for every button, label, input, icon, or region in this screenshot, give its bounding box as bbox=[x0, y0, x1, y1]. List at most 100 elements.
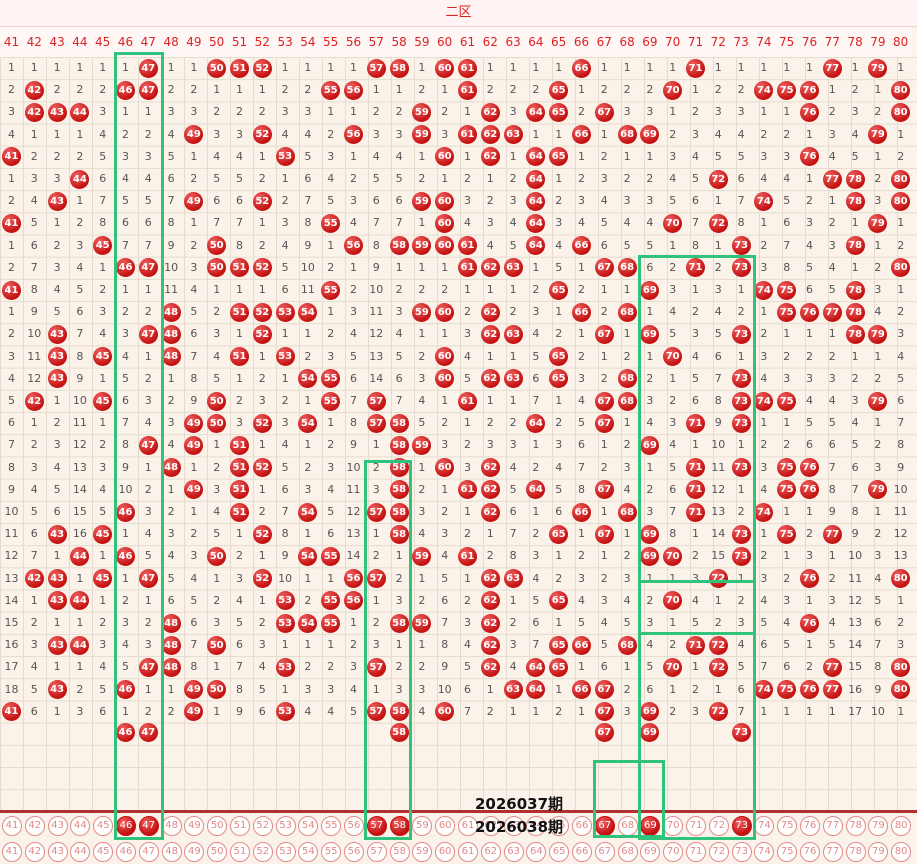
hit-ball: 60 bbox=[435, 458, 455, 478]
number-selector-79[interactable]: 79 bbox=[868, 842, 889, 862]
number-selector-53[interactable]: 53 bbox=[275, 816, 296, 836]
number-selector-52[interactable]: 52 bbox=[252, 842, 273, 862]
miss-count: 6 bbox=[806, 283, 813, 296]
number-selector-65[interactable]: 65 bbox=[549, 842, 570, 862]
number-selector-60[interactable]: 60 bbox=[435, 842, 456, 862]
miss-count: 5 bbox=[851, 149, 859, 163]
miss-count: 7 bbox=[395, 394, 403, 407]
miss-count: 1 bbox=[737, 438, 745, 452]
miss-count: 2 bbox=[350, 638, 357, 652]
number-selector-41[interactable]: 41 bbox=[2, 816, 22, 836]
number-selector-68[interactable]: 68 bbox=[617, 842, 638, 862]
number-selector-45[interactable]: 45 bbox=[93, 816, 114, 836]
number-selector-47[interactable]: 47 bbox=[138, 816, 159, 836]
number-selector-79[interactable]: 79 bbox=[868, 816, 889, 836]
hit-ball: 63 bbox=[503, 258, 523, 278]
number-selector-57[interactable]: 57 bbox=[366, 816, 387, 836]
number-selector-72[interactable]: 72 bbox=[708, 842, 729, 862]
number-selector-45[interactable]: 45 bbox=[93, 842, 114, 862]
number-selector-77[interactable]: 77 bbox=[822, 816, 843, 836]
miss-count: 2 bbox=[760, 549, 768, 563]
number-selector-64[interactable]: 64 bbox=[526, 816, 547, 836]
miss-count: 1 bbox=[828, 327, 836, 341]
number-selector-75[interactable]: 75 bbox=[777, 842, 798, 862]
number-selector-76[interactable]: 76 bbox=[800, 816, 820, 836]
number-selector-66[interactable]: 66 bbox=[572, 842, 592, 862]
number-selector-66[interactable]: 66 bbox=[572, 816, 592, 836]
number-selector-48[interactable]: 48 bbox=[161, 816, 182, 836]
number-selector-46[interactable]: 46 bbox=[116, 816, 136, 836]
number-selector-62[interactable]: 62 bbox=[480, 842, 501, 862]
number-selector-59[interactable]: 59 bbox=[412, 816, 433, 836]
number-selector-78[interactable]: 78 bbox=[845, 842, 866, 862]
number-selector-75[interactable]: 75 bbox=[777, 816, 798, 836]
number-selector-54[interactable]: 54 bbox=[298, 816, 319, 836]
number-selector-55[interactable]: 55 bbox=[321, 842, 342, 862]
number-selector-60[interactable]: 60 bbox=[435, 816, 456, 836]
hit-ball: 64 bbox=[526, 236, 546, 256]
miss-count: 2 bbox=[874, 260, 882, 274]
miss-count: 3 bbox=[441, 527, 449, 541]
number-selector-49[interactable]: 49 bbox=[184, 842, 205, 862]
number-selector-54[interactable]: 54 bbox=[298, 842, 319, 862]
number-selector-50[interactable]: 50 bbox=[207, 816, 228, 836]
number-selector-43[interactable]: 43 bbox=[47, 842, 68, 862]
number-selector-58[interactable]: 58 bbox=[389, 816, 410, 836]
number-selector-48[interactable]: 48 bbox=[161, 842, 182, 862]
hit-ball: 56 bbox=[344, 569, 363, 589]
number-selector-78[interactable]: 78 bbox=[845, 816, 866, 836]
number-selector-77[interactable]: 77 bbox=[822, 842, 843, 862]
number-selector-71[interactable]: 71 bbox=[686, 816, 706, 836]
number-selector-53[interactable]: 53 bbox=[275, 842, 296, 862]
miss-count: 7 bbox=[737, 704, 745, 718]
miss-count: 10 bbox=[711, 438, 726, 452]
number-selector-65[interactable]: 65 bbox=[549, 816, 570, 836]
number-selector-50[interactable]: 50 bbox=[207, 842, 228, 862]
miss-count: 8 bbox=[8, 460, 15, 474]
number-selector-43[interactable]: 43 bbox=[47, 816, 68, 836]
number-selector-61[interactable]: 61 bbox=[458, 842, 478, 862]
number-selector-80[interactable]: 80 bbox=[891, 816, 912, 836]
number-selector-63[interactable]: 63 bbox=[503, 842, 524, 862]
number-selector-44[interactable]: 44 bbox=[70, 842, 91, 862]
hit-ball: 78 bbox=[845, 169, 865, 189]
miss-count: 1 bbox=[281, 682, 289, 696]
number-selector-42[interactable]: 42 bbox=[24, 842, 45, 862]
number-selector-42[interactable]: 42 bbox=[24, 816, 45, 836]
number-selector-67[interactable]: 67 bbox=[594, 842, 615, 862]
number-selector-49[interactable]: 49 bbox=[184, 816, 205, 836]
number-selector-80[interactable]: 80 bbox=[891, 842, 912, 862]
number-selector-46[interactable]: 46 bbox=[116, 842, 136, 862]
number-selector-51[interactable]: 51 bbox=[230, 816, 250, 836]
hit-ball: 45 bbox=[93, 569, 113, 589]
number-selector-61[interactable]: 61 bbox=[458, 816, 478, 836]
number-selector-44[interactable]: 44 bbox=[70, 816, 91, 836]
miss-count: 3 bbox=[669, 416, 677, 430]
number-selector-63[interactable]: 63 bbox=[503, 816, 524, 836]
number-selector-47[interactable]: 47 bbox=[138, 842, 159, 862]
number-selector-55[interactable]: 55 bbox=[321, 816, 342, 836]
number-selector-73[interactable]: 73 bbox=[731, 842, 752, 862]
number-selector-56[interactable]: 56 bbox=[344, 816, 364, 836]
number-selector-70[interactable]: 70 bbox=[663, 842, 684, 862]
number-selector-52[interactable]: 52 bbox=[252, 816, 273, 836]
number-selector-72[interactable]: 72 bbox=[708, 816, 729, 836]
number-selector-41[interactable]: 41 bbox=[2, 842, 22, 862]
miss-count: 6 bbox=[646, 260, 654, 274]
number-selector-73[interactable]: 73 bbox=[731, 816, 752, 836]
number-selector-62[interactable]: 62 bbox=[480, 816, 501, 836]
number-selector-76[interactable]: 76 bbox=[800, 842, 820, 862]
miss-count: 4 bbox=[327, 172, 335, 185]
miss-count: 1 bbox=[737, 349, 745, 363]
number-selector-51[interactable]: 51 bbox=[230, 842, 250, 862]
number-selector-64[interactable]: 64 bbox=[526, 842, 547, 862]
number-selector-57[interactable]: 57 bbox=[366, 842, 387, 862]
number-selector-71[interactable]: 71 bbox=[686, 842, 706, 862]
number-selector-74[interactable]: 74 bbox=[754, 816, 775, 836]
column-header-55: 55 bbox=[319, 27, 343, 57]
number-selector-69[interactable]: 69 bbox=[640, 842, 661, 862]
number-selector-58[interactable]: 58 bbox=[389, 842, 410, 862]
number-selector-56[interactable]: 56 bbox=[344, 842, 364, 862]
number-selector-59[interactable]: 59 bbox=[412, 842, 433, 862]
number-selector-74[interactable]: 74 bbox=[754, 842, 775, 862]
